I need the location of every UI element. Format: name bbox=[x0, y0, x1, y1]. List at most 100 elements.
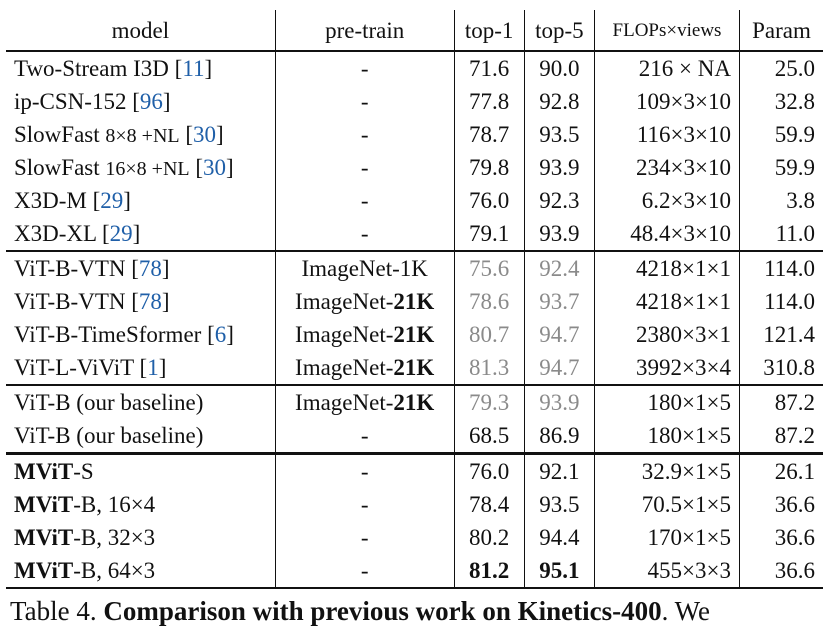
header-flops: FLOPs×views bbox=[594, 10, 740, 52]
model-cell: ViT-B-TimeSformer [6] bbox=[14, 322, 234, 347]
model-cell: ViT-B (our baseline) bbox=[6, 419, 276, 455]
citation-link[interactable]: 29 bbox=[100, 188, 124, 213]
pretrain-cell: - bbox=[274, 51, 455, 85]
model-cell: X3D-XL [29] bbox=[6, 217, 276, 252]
flops-cell: 180×1×5 bbox=[594, 385, 740, 419]
table-row: SlowFast 16×8 +NL [30] - 79.8 93.9 234×3… bbox=[6, 151, 823, 184]
table-row: ViT-B-TimeSformer [6] ImageNet-21K 80.7 … bbox=[6, 318, 823, 351]
top5-cell: 93.9 bbox=[523, 385, 595, 419]
flops-cell: 170×1×5 bbox=[594, 521, 740, 554]
flops-cell: 455×3×3 bbox=[594, 554, 740, 589]
citation-link[interactable]: 11 bbox=[182, 56, 205, 81]
flops-cell: 2380×3×1 bbox=[594, 318, 740, 351]
model-cell: ViT-B-VTN [78] bbox=[14, 256, 170, 281]
top1-cell: 79.1 bbox=[453, 217, 525, 252]
model-cell: ViT-B (our baseline) bbox=[14, 390, 204, 415]
pretrain-cell: - bbox=[274, 419, 455, 455]
table-row: ViT-B (our baseline) ImageNet-21K 79.3 9… bbox=[6, 385, 823, 419]
pretrain-prefix: ImageNet- bbox=[295, 390, 394, 415]
flops-cell: 32.9×1×5 bbox=[594, 453, 740, 488]
top5-cell: 93.5 bbox=[523, 118, 595, 151]
model-variant: -B, 32×3 bbox=[73, 525, 156, 550]
pretrain-cell: - bbox=[274, 151, 455, 184]
param-cell: 121.4 bbox=[738, 318, 823, 351]
pretrain-cell: ImageNet-21K bbox=[274, 385, 455, 419]
model-cell: SlowFast 16×8 +NL [30] bbox=[14, 155, 234, 180]
param-cell: 25.0 bbox=[738, 51, 823, 85]
pretrain-prefix: ImageNet- bbox=[295, 289, 394, 314]
top5-cell: 92.8 bbox=[523, 85, 595, 118]
model-variant: -B, 16×4 bbox=[73, 492, 156, 517]
model-name: ViT-B-TimeSformer bbox=[14, 322, 202, 347]
pretrain-size: 21K bbox=[393, 289, 435, 314]
model-name: ViT-L-ViViT bbox=[14, 355, 134, 380]
top5-cell: 94.7 bbox=[523, 318, 595, 351]
header-top1: top-1 bbox=[453, 10, 525, 52]
header-pretrain: pre-train bbox=[274, 10, 455, 52]
model-cell: X3D-M [29] bbox=[14, 188, 131, 213]
model-name: ViT-B-VTN bbox=[14, 289, 126, 314]
pretrain-cell: - bbox=[274, 521, 455, 554]
table-row: SlowFast 8×8 +NL [30] - 78.7 93.5 116×3×… bbox=[6, 118, 823, 151]
table-row: MViT-B, 32×3 - 80.2 94.4 170×1×5 36.6 bbox=[6, 521, 823, 554]
top1-cell: 77.8 bbox=[453, 85, 525, 118]
flops-cell: 180×1×5 bbox=[594, 419, 740, 455]
param-cell: 59.9 bbox=[738, 118, 823, 151]
table-row: X3D-M [29] - 76.0 92.3 6.2×3×10 3.8 bbox=[6, 184, 823, 217]
citation-link[interactable]: 96 bbox=[139, 89, 163, 114]
comparison-table: model pre-train top-1 top-5 FLOPs×views … bbox=[6, 10, 823, 589]
caption-label: Table 4. bbox=[10, 596, 97, 626]
model-config: 16×8 +NL bbox=[105, 158, 190, 180]
caption-tail: . We bbox=[661, 596, 710, 626]
pretrain-cell: ImageNet-21K bbox=[274, 351, 455, 386]
param-cell: 59.9 bbox=[738, 151, 823, 184]
pretrain-cell: - bbox=[274, 217, 455, 252]
top1-cell: 79.8 bbox=[453, 151, 525, 184]
citation-link[interactable]: 1 bbox=[147, 355, 159, 380]
model-name-bold: MViT bbox=[14, 492, 74, 517]
top5-cell: 93.7 bbox=[523, 285, 595, 318]
header-param: Param bbox=[738, 10, 823, 52]
citation-link[interactable]: 29 bbox=[109, 221, 133, 246]
model-cell: MViT-B, 32×3 bbox=[6, 521, 275, 554]
flops-cell: 116×3×10 bbox=[594, 118, 740, 151]
model-name-bold: MViT bbox=[14, 525, 74, 550]
top1-cell: 81.3 bbox=[453, 351, 525, 386]
citation-link[interactable]: 78 bbox=[138, 256, 162, 281]
top1-cell: 76.0 bbox=[453, 184, 525, 217]
pretrain-cell: - bbox=[274, 488, 455, 521]
flops-cell: 234×3×10 bbox=[594, 151, 740, 184]
model-config: 8×8 +NL bbox=[105, 125, 180, 147]
citation-link[interactable]: 30 bbox=[203, 155, 227, 180]
pretrain-cell: - bbox=[274, 85, 455, 118]
model-name: X3D-M bbox=[14, 188, 87, 213]
pretrain-cell: - bbox=[274, 118, 455, 151]
top1-cell: 68.5 bbox=[453, 419, 525, 455]
flops-cell: 70.5×1×5 bbox=[594, 488, 740, 521]
param-cell: 26.1 bbox=[738, 453, 823, 488]
pretrain-cell: ImageNet-21K bbox=[274, 285, 455, 318]
citation-link[interactable]: 78 bbox=[138, 289, 162, 314]
model-name: X3D-XL bbox=[14, 221, 97, 246]
table-row: MViT-B, 16×4 - 78.4 93.5 70.5×1×5 36.6 bbox=[6, 488, 823, 521]
top5-cell: 92.1 bbox=[523, 453, 595, 488]
model-name: ip-CSN-152 bbox=[14, 89, 127, 114]
top5-cell: 95.1 bbox=[523, 554, 595, 589]
top1-cell: 71.6 bbox=[453, 51, 525, 85]
citation-link[interactable]: 6 bbox=[214, 322, 227, 347]
top1-cell: 78.4 bbox=[453, 488, 525, 521]
flops-cell: 4218×1×1 bbox=[594, 251, 740, 285]
flops-cell: 48.4×3×10 bbox=[594, 217, 740, 252]
table-row: ViT-B-VTN [78] ImageNet-1K 75.6 92.4 421… bbox=[6, 251, 823, 285]
pretrain-cell: - bbox=[274, 554, 455, 589]
pretrain-size: 21K bbox=[393, 355, 435, 380]
citation-link[interactable]: 30 bbox=[193, 122, 217, 147]
model-cell: Two-Stream I3D [11] bbox=[14, 56, 213, 81]
table-row: ViT-L-ViViT [1] ImageNet-21K 81.3 94.7 3… bbox=[6, 351, 823, 386]
table-caption: Table 4. Comparison with previous work o… bbox=[10, 596, 710, 627]
header-top5: top-5 bbox=[523, 10, 595, 52]
flops-cell: 109×3×10 bbox=[594, 85, 740, 118]
table-row: ip-CSN-152 [96] - 77.8 92.8 109×3×10 32.… bbox=[6, 85, 823, 118]
pretrain-cell: - bbox=[274, 184, 455, 217]
